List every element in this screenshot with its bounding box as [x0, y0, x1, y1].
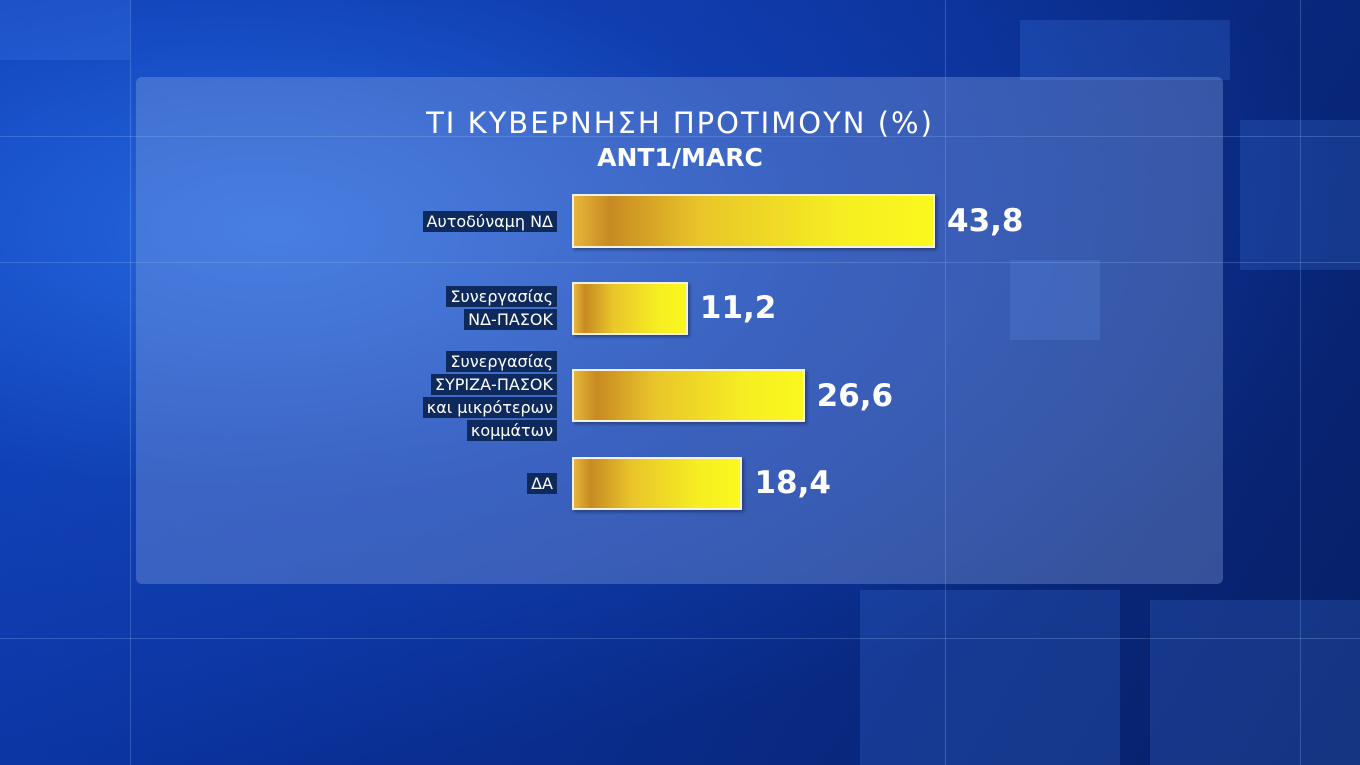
value-label: 18,4 [754, 465, 831, 501]
category-text: Συνεργασίας ΝΔ-ΠΑΣΟΚ [446, 286, 557, 330]
background-line [945, 0, 946, 765]
background-line [0, 638, 1360, 639]
chart-title: ΤΙ ΚΥΒΕΡΝΗΣΗ ΠΡΟΤΙΜΟΥΝ (%) [426, 106, 934, 140]
category-label: Συνεργασίας ΝΔ-ΠΑΣΟΚ [446, 285, 557, 331]
bar [572, 194, 935, 248]
background-tile [1150, 600, 1360, 765]
chart-subtitle: ANT1/MARC [597, 143, 763, 172]
value-label: 11,2 [699, 290, 777, 326]
category-label: Αυτοδύναμη ΝΔ [422, 210, 557, 233]
category-text: Συνεργασίας ΣΥΡΙΖΑ-ΠΑΣΟΚ και μικρότερων … [422, 350, 557, 441]
category-text: ΔΑ [527, 472, 557, 494]
category-text: Αυτοδύναμη ΝΔ [422, 210, 557, 232]
value-label: 26,6 [816, 377, 894, 414]
background-line [0, 262, 1360, 263]
background-line [0, 136, 1360, 137]
background-line [1300, 0, 1301, 765]
value-label: 43,8 [947, 203, 1024, 239]
background-tile [1010, 260, 1100, 340]
bar [572, 369, 805, 422]
background-tile [1020, 20, 1230, 80]
bar [572, 281, 688, 335]
background-tile [860, 590, 1120, 765]
background-tile [0, 0, 130, 60]
bar [572, 456, 743, 510]
category-label: ΔΑ [527, 472, 557, 495]
background-tile [1240, 120, 1360, 270]
background-line [130, 0, 131, 765]
category-label: Συνεργασίας ΣΥΡΙΖΑ-ΠΑΣΟΚ και μικρότερων … [422, 350, 557, 442]
